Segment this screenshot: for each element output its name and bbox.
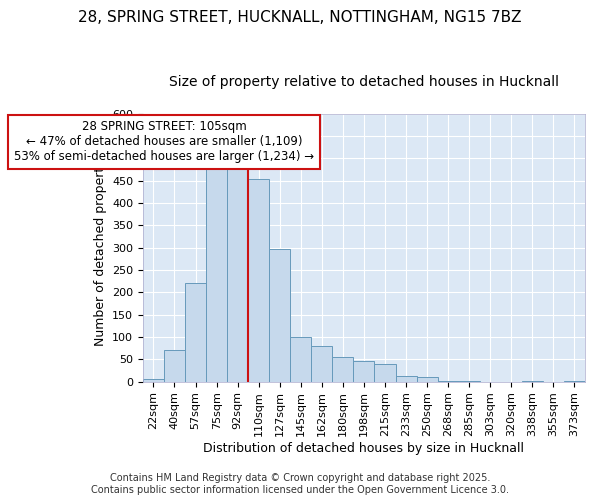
Title: Size of property relative to detached houses in Hucknall: Size of property relative to detached ho…	[169, 75, 559, 89]
Text: 28 SPRING STREET: 105sqm
← 47% of detached houses are smaller (1,109)
53% of sem: 28 SPRING STREET: 105sqm ← 47% of detach…	[14, 120, 314, 164]
Bar	[311, 346, 332, 382]
Bar	[395, 376, 416, 382]
Bar	[522, 381, 543, 382]
Bar	[206, 166, 227, 382]
Bar	[374, 364, 395, 382]
Bar	[416, 377, 437, 382]
Text: 28, SPRING STREET, HUCKNALL, NOTTINGHAM, NG15 7BZ: 28, SPRING STREET, HUCKNALL, NOTTINGHAM,…	[78, 10, 522, 25]
Bar	[248, 178, 269, 382]
Bar	[164, 350, 185, 382]
Bar	[353, 360, 374, 382]
Bar	[290, 337, 311, 382]
Bar	[332, 357, 353, 382]
Bar	[185, 284, 206, 382]
Y-axis label: Number of detached properties: Number of detached properties	[94, 149, 107, 346]
X-axis label: Distribution of detached houses by size in Hucknall: Distribution of detached houses by size …	[203, 442, 524, 455]
Bar	[269, 249, 290, 382]
Bar	[227, 163, 248, 382]
Text: Contains HM Land Registry data © Crown copyright and database right 2025.
Contai: Contains HM Land Registry data © Crown c…	[91, 474, 509, 495]
Bar	[143, 380, 164, 382]
Bar	[564, 381, 585, 382]
Bar	[437, 381, 458, 382]
